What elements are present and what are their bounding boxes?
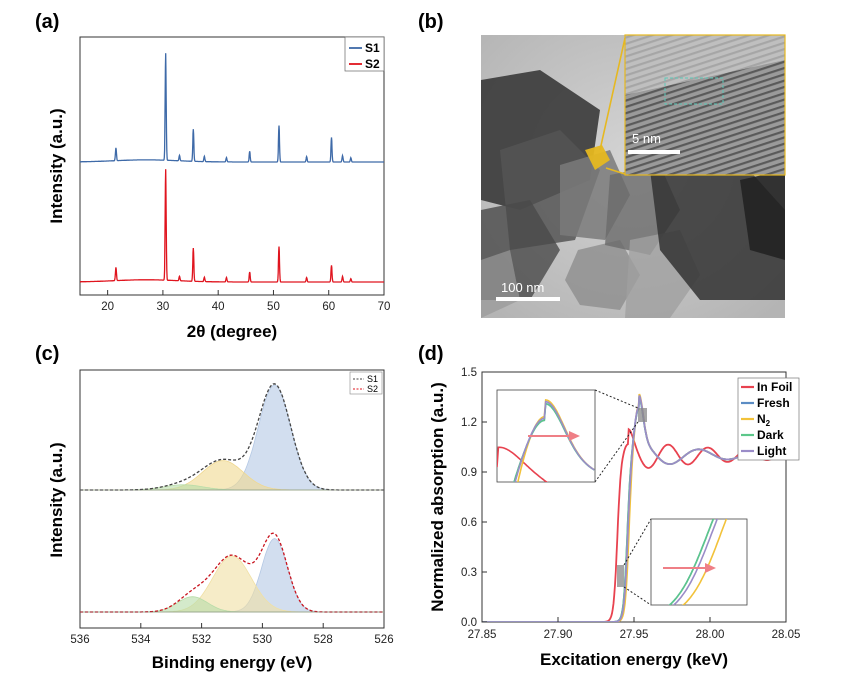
zoom-marker-edge bbox=[617, 565, 624, 587]
panel-b-label: (b) bbox=[418, 11, 444, 33]
panel-a-series-s1 bbox=[80, 53, 384, 163]
panel-d-xtick-label: 27.85 bbox=[468, 629, 497, 641]
panel-a-xtick-label: 50 bbox=[267, 301, 280, 313]
legend-label-c-s2: S2 bbox=[367, 384, 378, 394]
panel-c-xtick-label: 534 bbox=[131, 634, 151, 646]
legend-label-c-s1: S1 bbox=[367, 374, 378, 384]
panel-a-xtick-label: 60 bbox=[322, 301, 335, 313]
panel-c-xtick-label: 528 bbox=[314, 634, 333, 646]
panel-d-xtick-label: 28.05 bbox=[772, 629, 801, 641]
panel-d-ytick-label: 1.5 bbox=[461, 367, 477, 379]
panel-d-series-inset-peak bbox=[514, 400, 595, 482]
panel-c-component-fill bbox=[80, 460, 384, 491]
panel-a-xlabel: 2θ (degree) bbox=[187, 322, 277, 341]
panel-d-ylabel: Normalized absorption (a.u.) bbox=[428, 382, 447, 612]
panel-a-x-ticks: 20 30 40 50 60 70 bbox=[101, 290, 390, 313]
panel-c-component-fill bbox=[80, 555, 384, 613]
panel-a-label: (a) bbox=[35, 11, 59, 33]
panel-d-legend: In Foil Fresh N2 Dark Light bbox=[737, 377, 800, 461]
panel-d-ytick-label: 0.3 bbox=[461, 567, 477, 579]
panel-c-legend: S1 S2 bbox=[349, 371, 383, 395]
panel-a-xtick-label: 20 bbox=[101, 301, 114, 313]
panel-d-xtick-label: 27.90 bbox=[544, 629, 573, 641]
panel-c-xtick-label: 532 bbox=[192, 634, 211, 646]
panel-a-legend: S1 S2 bbox=[344, 36, 385, 72]
inset-edge-plot bbox=[651, 430, 747, 605]
panel-d-xtick-label: 27.95 bbox=[620, 629, 649, 641]
legend-label-s1: S1 bbox=[365, 41, 380, 55]
panel-d-label: (d) bbox=[418, 343, 444, 365]
legend-label-light: Light bbox=[757, 444, 786, 458]
panel-d-xlabel: Excitation energy (keV) bbox=[540, 650, 728, 669]
panel-d-xtick-label: 28.00 bbox=[696, 629, 725, 641]
legend-label-fresh: Fresh bbox=[757, 396, 790, 410]
panel-d-series-main bbox=[482, 395, 786, 622]
panel-a-xtick-label: 30 bbox=[157, 301, 170, 313]
tem-scale-label: 100 nm bbox=[501, 280, 544, 295]
legend-label-dark: Dark bbox=[757, 428, 784, 442]
panel-d-ytick-label: 1.2 bbox=[461, 417, 477, 429]
panel-d-series-inset-edge bbox=[651, 430, 747, 471]
panel-a-xtick-label: 40 bbox=[212, 301, 225, 313]
inset-peak-plot bbox=[497, 398, 595, 482]
panel-c-xtick-label: 526 bbox=[374, 634, 393, 646]
panel-d-ytick-label: 0.6 bbox=[461, 517, 477, 529]
panel-a-frame bbox=[79, 36, 385, 296]
panel-c-x-ticks: 536 534 532 530 528 526 bbox=[70, 623, 394, 646]
panel-c-xlabel: Binding energy (eV) bbox=[152, 653, 313, 672]
panel-c-xtick-label: 536 bbox=[70, 634, 89, 646]
panel-a-xtick-label: 70 bbox=[378, 301, 391, 313]
inset-edge-frame bbox=[650, 518, 748, 606]
legend-label-infoil: In Foil bbox=[757, 380, 792, 394]
panel-c-xtick-label: 530 bbox=[253, 634, 272, 646]
panel-d-series-inset-edge bbox=[682, 519, 728, 605]
panel-c-label: (c) bbox=[35, 343, 59, 365]
panel-d-ticks: 27.85 27.90 27.95 28.00 28.05 0.0 0.3 0.6 0.9 1.2… bbox=[461, 367, 800, 641]
panel-c-plot bbox=[80, 383, 384, 613]
panel-d-ytick-label: 0.9 bbox=[461, 467, 477, 479]
panel-d-ytick-label: 0.0 bbox=[461, 617, 477, 629]
panel-d-series-inset-edge bbox=[672, 519, 719, 605]
legend-label-s2: S2 bbox=[365, 57, 380, 71]
panel-a-series-s2 bbox=[80, 169, 384, 283]
panel-d-plot bbox=[482, 393, 786, 622]
panel-a-ylabel: Intensity (a.u.) bbox=[47, 108, 66, 223]
tem-inset-scale-label: 5 nm bbox=[632, 131, 661, 146]
panel-c-ylabel: Intensity (a.u.) bbox=[47, 442, 66, 557]
tem-scale-bar: 100 nm bbox=[496, 280, 560, 301]
panel-c-frame bbox=[79, 369, 385, 629]
legend-label-n2: N2 bbox=[757, 412, 771, 428]
panel-d-series-inset-peak bbox=[497, 446, 548, 482]
panel-d-series-inset-edge bbox=[668, 519, 715, 605]
zoom-marker-peak bbox=[638, 408, 647, 422]
tem-hr-inset: 5 nm bbox=[624, 34, 786, 176]
